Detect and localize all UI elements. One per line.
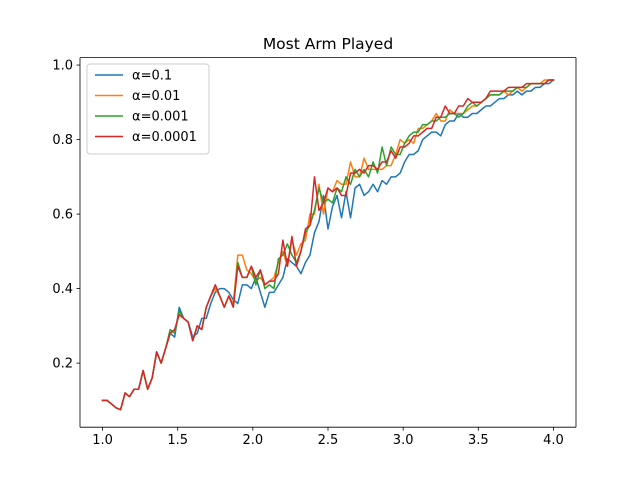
x-tick-label: 2.0: [243, 433, 264, 448]
series-line-3: [101, 79, 555, 411]
axes-layer: 1.0 1.5 2.0 2.5 3.0 3.5 4.0 0.2 0.4 0.6 0.8 1.0: [52, 57, 577, 448]
x-tick-label: 4.0: [543, 433, 564, 448]
legend-label-1: α=0.01: [132, 89, 180, 104]
y-tick-label: 1.0: [52, 59, 73, 74]
legend-label-2: α=0.001: [132, 110, 189, 125]
chart-title: Most Arm Played: [263, 35, 393, 53]
x-tick-label: 2.5: [318, 433, 339, 448]
x-tick-label: 1.5: [167, 433, 188, 448]
legend-label-0: α=0.1: [132, 69, 172, 84]
legend: α=0.1 α=0.01 α=0.001 α=0.0001: [86, 63, 210, 155]
x-tick-label: 3.5: [468, 433, 489, 448]
y-tick-label: 0.8: [52, 133, 73, 148]
y-tick-label: 0.2: [52, 357, 73, 372]
y-tick-label: 0.6: [52, 208, 73, 223]
y-tick-label: 0.4: [52, 282, 73, 297]
series-layer: [101, 78, 555, 411]
legend-box: [86, 63, 210, 155]
x-tick-label: 1.0: [92, 433, 113, 448]
legend-label-3: α=0.0001: [132, 130, 197, 145]
x-tick-label: 3.0: [393, 433, 414, 448]
